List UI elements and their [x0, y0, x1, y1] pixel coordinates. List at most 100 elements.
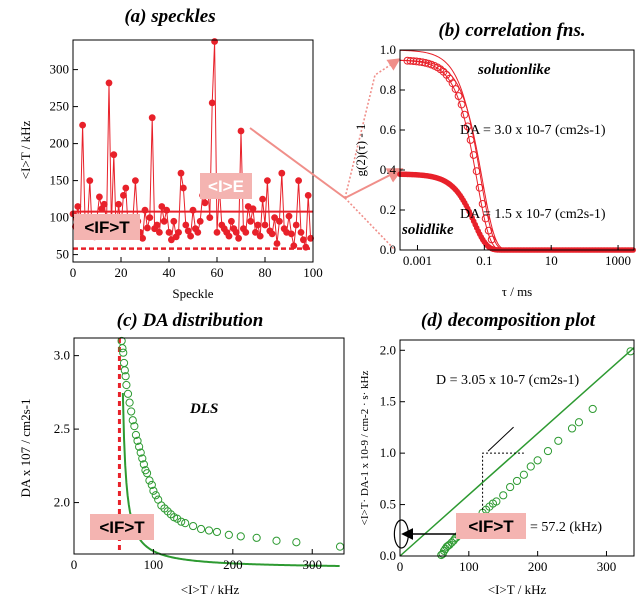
d-ytick-label-0: 0.0	[380, 548, 396, 563]
speckle-point	[132, 177, 139, 185]
speckle-point	[285, 212, 293, 220]
panel-d: (d) decomposition plot 0 100 200 300 0.0 0.5 1…	[359, 310, 635, 597]
da-point	[128, 416, 137, 425]
decomp-point	[588, 404, 597, 414]
solution-point	[487, 235, 496, 244]
solution-point	[463, 122, 472, 131]
da-point	[236, 532, 245, 541]
decomp-point	[554, 436, 563, 445]
solution-point	[466, 136, 475, 144]
a-ytick-label-0: 50	[56, 247, 69, 262]
speckle-point	[105, 79, 113, 87]
label-if-box-d	[456, 513, 526, 539]
speckle-point	[122, 184, 130, 192]
annotation-da-solid: DA = 1.5 x 10-7 (cm2s-1)	[460, 207, 606, 222]
da-point	[118, 344, 127, 353]
da-point	[133, 436, 142, 445]
arrow-to-solution	[344, 58, 401, 199]
solution-point	[418, 58, 427, 67]
annotation-d-slope: D = 3.05 x 10-7 (cm2s-1)	[436, 373, 580, 388]
decomp-point	[574, 418, 584, 427]
speckle-point	[247, 217, 255, 225]
panel-c-ticks: 0 100 200 300 2.0 2.5 3.0	[54, 348, 322, 572]
da-point	[181, 519, 190, 528]
speckle-point	[180, 184, 187, 192]
speckle-point	[276, 217, 283, 225]
da-point	[177, 517, 186, 526]
speckle-point	[225, 232, 233, 240]
c-ytick-label-0: 2.0	[54, 495, 70, 510]
panel-d-title: (d) decomposition plot	[421, 310, 596, 331]
c-xtick-label-0: 0	[71, 557, 78, 572]
d-xtick-label-3: 300	[597, 559, 617, 574]
a-xtick-label-5: 100	[303, 265, 323, 280]
speckle-point	[196, 217, 204, 225]
speckle-point	[148, 114, 156, 122]
speckle-point	[141, 206, 149, 214]
label-ie-box	[200, 173, 252, 199]
a-xtick-label-4: 80	[259, 265, 272, 280]
label-if-c: <IF>T	[99, 518, 145, 537]
decomp-point	[492, 497, 501, 506]
speckle-point	[249, 205, 257, 213]
c-ytick-label-2: 3.0	[54, 348, 70, 363]
speckle-point	[177, 169, 185, 177]
speckle-point	[273, 240, 281, 247]
da-point	[119, 358, 129, 368]
panel-b-xlabel: τ / ms	[502, 284, 533, 299]
solution-point	[415, 57, 424, 66]
solution-point	[457, 100, 466, 109]
b-ytick-label-1: 0.2	[380, 202, 396, 217]
speckle-point	[139, 234, 147, 242]
da-point	[145, 476, 154, 485]
solution-point	[460, 110, 469, 119]
b-xtick-label-0: 0.001	[403, 253, 432, 268]
da-point	[292, 538, 301, 547]
decomp-point	[439, 546, 449, 555]
speckle-point	[211, 38, 219, 45]
speckle-point	[228, 217, 235, 225]
a-xtick-label-2: 40	[163, 265, 176, 280]
da-point	[147, 480, 156, 490]
speckle-point	[307, 234, 314, 242]
da-point	[127, 407, 136, 416]
da-point	[224, 530, 233, 539]
solution-point	[472, 167, 481, 176]
speckle-point	[184, 227, 192, 235]
speckle-point	[86, 177, 94, 185]
b-ytick-label-4: 0.8	[380, 82, 396, 97]
label-if-d: <IF>T	[468, 517, 514, 536]
solution-point	[406, 56, 415, 65]
da-point	[139, 460, 148, 469]
arrow-to-solid	[249, 127, 404, 200]
speckle-point	[295, 177, 302, 185]
panel-b-ylabel: g(2)(τ) - 1	[353, 124, 368, 177]
panel-c-ylabel: DA x 107 / cm2s-1	[18, 399, 33, 498]
annotation-if-value: = 57.2 (kHz)	[530, 520, 602, 535]
speckle-point	[254, 221, 262, 229]
speckle-point	[302, 243, 310, 251]
speckle-point	[256, 232, 264, 240]
speckle-point	[79, 121, 86, 129]
b-ytick-label-5: 1.0	[380, 42, 396, 57]
b-ytick-label-0: 0.0	[380, 242, 396, 257]
da-point	[121, 372, 130, 381]
speckle-point	[206, 214, 214, 222]
solution-point	[412, 57, 421, 66]
d-xtick-label-0: 0	[397, 559, 404, 574]
decomp-point	[445, 540, 454, 549]
solution-point	[469, 151, 478, 159]
solution-point	[454, 92, 463, 100]
da-point	[212, 527, 222, 537]
decomp-point	[526, 462, 535, 471]
label-if-box-c	[90, 514, 154, 540]
speckle-point	[252, 229, 259, 236]
speckle-point	[182, 221, 190, 229]
c-xtick-label-3: 300	[302, 557, 322, 572]
da-point	[130, 422, 139, 431]
da-point	[189, 521, 198, 531]
speckle-point	[297, 229, 305, 236]
speckle-point	[288, 230, 295, 238]
speckle-point	[156, 229, 163, 236]
annotation-solutionlike: solutionlike	[477, 62, 551, 78]
